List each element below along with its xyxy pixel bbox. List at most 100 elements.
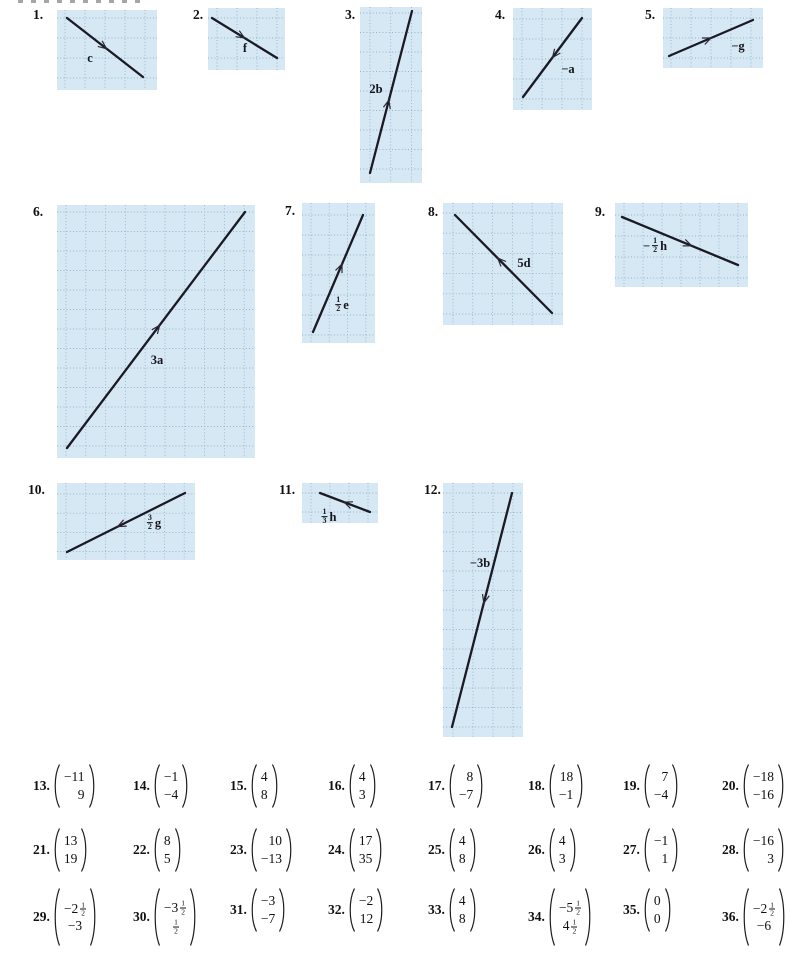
column-vector: −2 1 2 −3 <box>52 887 98 947</box>
close-paren <box>369 764 375 808</box>
exercise-number: 25. <box>428 842 445 858</box>
vector-component: −2 1 2 <box>752 900 775 918</box>
vector-grid-figure <box>302 483 378 523</box>
vector-component: −1 <box>653 833 669 849</box>
vector-values: −2 1 2 −3 <box>61 901 89 934</box>
vector-component: −1 <box>558 786 574 802</box>
grid-lines <box>360 7 422 183</box>
grid-lines <box>443 203 563 325</box>
vector-component: 8 <box>163 833 171 849</box>
arrowhead-icon <box>235 30 246 39</box>
open-paren <box>154 764 160 808</box>
exercise-number: 32. <box>328 902 345 918</box>
vector-component: 8 <box>260 786 268 802</box>
grid-lines <box>57 483 195 560</box>
column-vector: −2 1 2 −6 <box>741 887 787 947</box>
figure-number: 11. <box>279 482 296 497</box>
vector-label: −1 2 h <box>642 236 668 255</box>
column-vector: 10 −13 <box>249 827 294 873</box>
vector-exercise-item: 23. 10 −13 <box>230 827 294 873</box>
vector-values: 13 19 <box>61 834 81 866</box>
vector-component: 0 <box>653 893 661 909</box>
vector-values: −11 9 <box>61 769 88 802</box>
vector-grid-figure <box>443 483 523 737</box>
close-paren <box>271 764 277 808</box>
close-paren <box>279 888 285 932</box>
vector-component: 18 <box>559 769 574 785</box>
exercise-number: 24. <box>328 842 345 858</box>
exercise-number: 31. <box>230 902 247 918</box>
close-paren <box>88 764 94 808</box>
vector-label: −g <box>731 38 745 53</box>
vector-component: 3 <box>767 850 774 866</box>
vector-component: 0 <box>653 910 661 926</box>
vector-component: −2 1 2 <box>63 900 86 918</box>
vector-component: 4 <box>458 833 466 849</box>
column-vector: −2 12 <box>347 887 385 933</box>
open-paren <box>54 828 60 872</box>
column-vector: 13 19 <box>52 827 90 873</box>
vector-component: −6 <box>756 918 772 934</box>
vector-exercise-item: 35. 0 0 <box>623 887 673 933</box>
exercise-number: 27. <box>623 842 640 858</box>
vector-line <box>65 210 247 450</box>
exercise-number: 13. <box>33 778 50 794</box>
vector-exercise-item: 13. −11 9 <box>33 763 97 809</box>
vector-exercise-item: 15. 4 8 <box>230 763 280 809</box>
vector-exercise-item: 21. 13 19 <box>33 827 89 873</box>
vector-grid-figure <box>615 203 748 287</box>
column-vector: 18 −1 <box>547 763 585 809</box>
vector-label: 5d <box>517 255 531 270</box>
arrowhead-icon <box>481 594 490 605</box>
vector-values: −3 −7 <box>258 894 278 926</box>
vector-component: −7 <box>260 910 276 926</box>
arrowhead-icon <box>116 519 127 528</box>
vector-exercise-item: 22. 8 5 <box>133 827 183 873</box>
exercise-number: 34. <box>528 909 545 925</box>
vector-values: −18 −16 <box>750 770 777 802</box>
exercise-number: 35. <box>623 902 640 918</box>
open-paren <box>549 888 555 946</box>
vector-component: −16 <box>752 833 774 849</box>
column-vector: −18 −16 <box>741 763 786 809</box>
open-paren <box>449 764 455 808</box>
vector-line <box>368 9 414 175</box>
vector-component: 12 <box>359 910 374 926</box>
figure-number: 8. <box>428 204 439 219</box>
vector-component: 10 <box>268 833 283 849</box>
vector-component: 4 <box>458 893 466 909</box>
vector-component: −11 <box>63 769 85 785</box>
vector-exercise-item: 16. 4 3 <box>328 763 378 809</box>
close-paren <box>81 828 87 872</box>
figure-number: 12. <box>424 482 441 497</box>
vector-exercise-item: 24. 17 35 <box>328 827 384 873</box>
vector-grid-figure <box>360 7 422 183</box>
vector-values: −3 1 2 1 2 <box>161 899 189 935</box>
close-paren <box>477 764 483 808</box>
arrowhead-icon <box>97 40 108 50</box>
vector-grid-figure <box>57 10 157 90</box>
column-vector: 7 −4 <box>642 763 680 809</box>
vector-line <box>450 491 514 729</box>
figure-number: 5. <box>645 7 656 22</box>
vector-exercise-item: 28. −16 3 <box>722 827 786 873</box>
open-paren <box>54 764 60 808</box>
arrowhead-icon <box>682 238 694 247</box>
exercise-number: 36. <box>722 909 739 925</box>
close-paren <box>664 888 670 932</box>
vector-values: −5 1 2 4 1 2 <box>556 899 584 935</box>
open-paren <box>251 828 257 872</box>
vector-component: −13 <box>260 850 282 866</box>
exercise-number: 21. <box>33 842 50 858</box>
